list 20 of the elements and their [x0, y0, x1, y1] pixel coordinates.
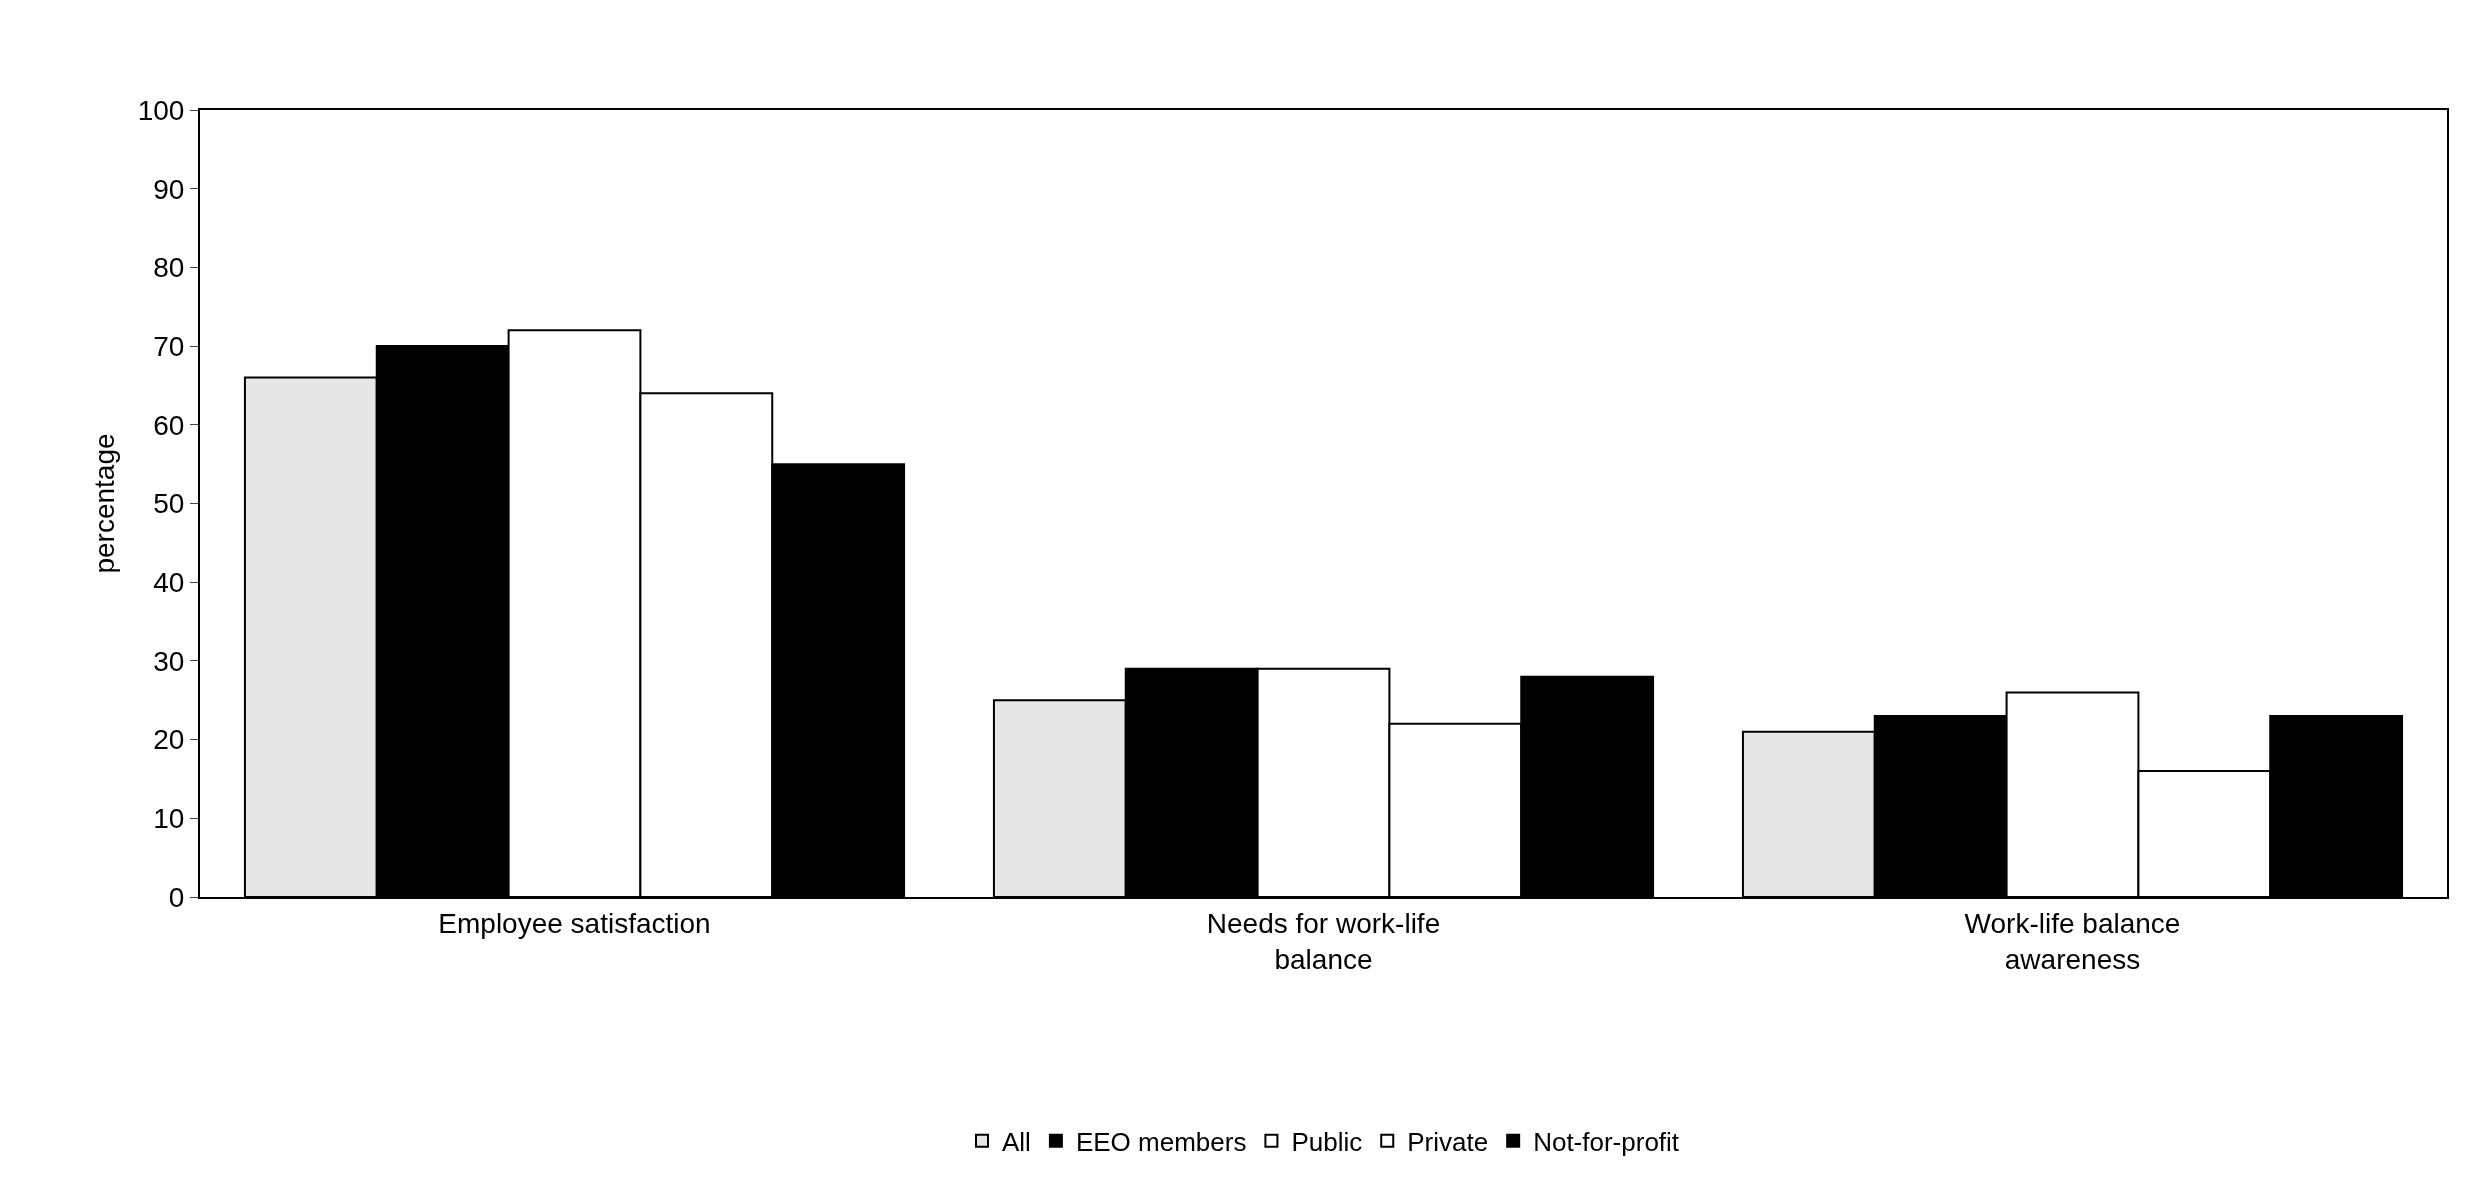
y-tick-label: 0	[168, 881, 185, 913]
y-tick-label: 50	[153, 488, 185, 520]
y-tick-label: 100	[137, 94, 185, 126]
y-tick-label: 90	[153, 173, 185, 205]
legend-label: Private	[1407, 1126, 1489, 1157]
x-tick-label: Work-life balance awareness	[1964, 907, 2181, 975]
y-tick-label: 80	[153, 252, 185, 284]
y-tick-label: 10	[153, 803, 185, 835]
legend-label: Public	[1291, 1126, 1363, 1157]
x-tick-label: Needs for work-life balance	[1206, 907, 1441, 975]
y-tick-label: 40	[153, 567, 185, 598]
y-tick-label: 70	[153, 330, 185, 362]
legend-label: EEO members	[1075, 1126, 1247, 1157]
legend-label: Not-for-profit	[1533, 1126, 1680, 1157]
y-tick-label: 30	[153, 645, 185, 677]
y-tick-label: 60	[153, 409, 185, 441]
y-tick-label: 20	[153, 724, 185, 756]
y-axis-title: percentage	[88, 433, 120, 574]
x-tick-label: Employee satisfaction	[438, 907, 711, 939]
legend-label: All	[1002, 1126, 1031, 1157]
